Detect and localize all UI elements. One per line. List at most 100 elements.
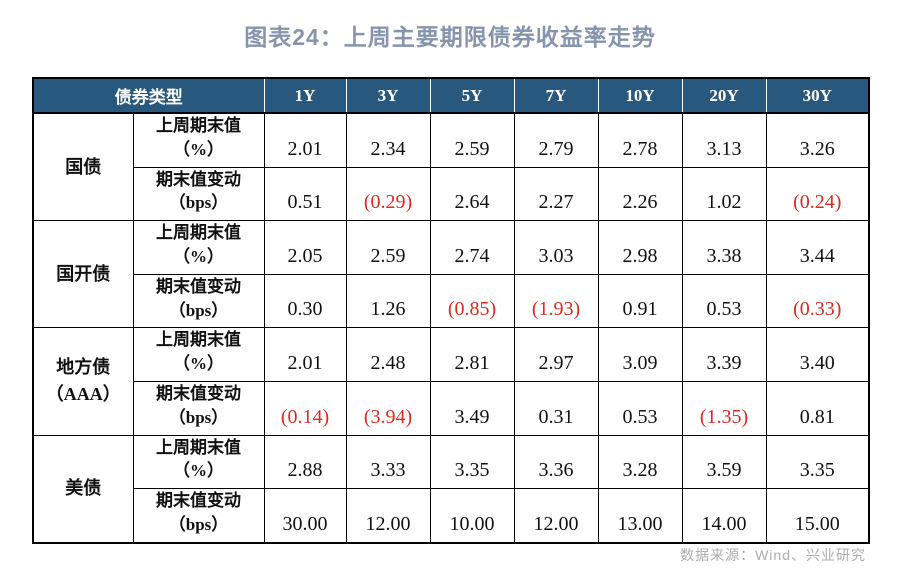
value-cell: 2.59 (345, 220, 431, 275)
column-header-3y: 3Y (345, 78, 431, 114)
value-cell: 2.59 (429, 112, 515, 168)
value-cell: (1.93) (513, 273, 599, 329)
table-row: 期末值变动 （bps） 30.00 12.00 10.00 12.00 13.0… (33, 488, 870, 544)
metric-label-text: 期末值变动 (156, 491, 241, 511)
value-cell: (0.33) (765, 273, 870, 329)
bond-yield-table: 债券类型 1Y 3Y 5Y 7Y 10Y 20Y 30Y 国债 上周期末值 （%… (32, 77, 870, 544)
metric-label-unit: （bps） (168, 407, 229, 427)
value-cell: 2.26 (597, 166, 683, 222)
table-row: 美债 上周期末值 （%） 2.88 3.33 3.35 3.36 3.28 3.… (32, 434, 870, 544)
metric-label-text: 上周期末值 (156, 116, 241, 135)
value-cell: 3.44 (765, 220, 870, 275)
value-cell: 3.26 (765, 112, 870, 168)
metric-label-unit: （%） (173, 461, 224, 481)
value-cell: 0.30 (263, 273, 347, 329)
value-cell: (3.94) (345, 380, 431, 436)
figure-title: 图表24：上周主要期限债券收益率走势 (244, 24, 656, 50)
value-cell: 14.00 (681, 488, 767, 544)
metric-label-text: 期末值变动 (156, 276, 241, 296)
value-cell: 2.34 (345, 112, 431, 168)
value-cell: 3.38 (681, 220, 767, 275)
value-cell: 12.00 (513, 488, 599, 544)
column-header-30y: 30Y (765, 78, 870, 114)
value-cell: 3.35 (765, 434, 870, 490)
value-cell: 0.81 (765, 380, 870, 436)
metric-label: 上周期末值 （%） (132, 112, 265, 168)
value-cell: (0.24) (765, 166, 870, 222)
metric-label: 上周期末值 （%） (132, 220, 265, 275)
value-cell: 2.01 (263, 112, 347, 168)
value-cell: 3.40 (765, 327, 870, 382)
value-cell: (1.35) (681, 380, 767, 436)
value-cell: 0.31 (513, 380, 599, 436)
value-cell: 0.51 (263, 166, 347, 222)
value-cell: 12.00 (345, 488, 431, 544)
value-cell: (0.85) (429, 273, 515, 329)
value-cell: 2.79 (513, 112, 599, 168)
value-cell: 2.01 (263, 327, 347, 382)
value-cell: 2.64 (429, 166, 515, 222)
table-row: 地方债 （AAA） 上周期末值 （%） 2.01 2.48 2.81 2.97 … (32, 327, 870, 436)
metric-label: 期末值变动 （bps） (132, 488, 265, 544)
value-cell: 2.88 (263, 434, 347, 490)
column-header-20y: 20Y (681, 78, 767, 114)
value-cell: 2.05 (263, 220, 347, 275)
value-cell: 3.49 (429, 380, 515, 436)
metric-label-unit: （bps） (168, 514, 229, 534)
table-row: 期末值变动 （bps） (0.14) (3.94) 3.49 0.31 0.53… (33, 380, 870, 436)
value-cell: 2.78 (597, 112, 683, 168)
header-row: 债券类型 1Y 3Y 5Y 7Y 10Y 20Y 30Y (32, 78, 870, 114)
value-cell: 3.39 (681, 327, 767, 382)
table-row: 国债 上周期末值 （%） 2.01 2.34 2.59 2.79 2.78 3.… (32, 112, 870, 222)
value-cell: 2.48 (345, 327, 431, 382)
metric-label: 期末值变动 （bps） (132, 380, 265, 436)
bond-type-name: 国开债 (56, 263, 111, 284)
metric-label-text: 期末值变动 (156, 169, 241, 189)
bond-type-cell: 地方债 （AAA） (32, 327, 134, 436)
metric-label-text: 上周期末值 (156, 437, 241, 457)
table-row: 期末值变动 （bps） 0.30 1.26 (0.85) (1.93) 0.91… (33, 273, 870, 329)
value-cell: (0.29) (345, 166, 431, 222)
metric-label: 上周期末值 （%） (132, 434, 265, 490)
metric-label: 期末值变动 （bps） (132, 273, 265, 329)
metric-label-text: 上周期末值 (156, 223, 241, 243)
metric-label: 上周期末值 （%） (132, 327, 265, 382)
column-header-10y: 10Y (597, 78, 683, 114)
bond-type-cell: 国开债 (32, 220, 134, 329)
value-cell: 0.91 (597, 273, 683, 329)
column-header-5y: 5Y (429, 78, 515, 114)
value-cell: 3.33 (345, 434, 431, 490)
data-source: 数据来源：Wind、兴业研究 (680, 547, 866, 563)
metric-label-unit: （bps） (168, 300, 229, 320)
metric-label-unit: （bps） (168, 193, 229, 213)
column-header-1y: 1Y (263, 78, 347, 114)
value-cell: 3.13 (681, 112, 767, 168)
table-row: 国开债 上周期末值 （%） 2.05 2.59 2.74 3.03 2.98 3… (32, 220, 870, 329)
value-cell: 2.97 (513, 327, 599, 382)
value-cell: 2.98 (597, 220, 683, 275)
table-row: 期末值变动 （bps） 0.51 (0.29) 2.64 2.27 2.26 1… (33, 166, 870, 222)
bond-type-name: 美债 (65, 478, 102, 499)
value-cell: 0.53 (597, 380, 683, 436)
bond-type-name: 国债 (65, 156, 102, 177)
metric-label-unit: （%） (173, 246, 224, 266)
metric-label: 期末值变动 （bps） (132, 166, 265, 222)
bond-type-name: 地方债 (56, 357, 111, 378)
bond-type-cell: 国债 (32, 112, 134, 222)
metric-label-unit: （%） (173, 139, 224, 159)
bond-type-name2: （AAA） (45, 384, 121, 405)
value-cell: 3.28 (597, 434, 683, 490)
value-cell: (0.14) (263, 380, 347, 436)
value-cell: 2.81 (429, 327, 515, 382)
column-header-bond-type: 债券类型 (32, 78, 265, 114)
value-cell: 1.26 (345, 273, 431, 329)
metric-label-text: 上周期末值 (156, 330, 241, 350)
value-cell: 2.74 (429, 220, 515, 275)
metric-label-unit: （%） (173, 354, 224, 374)
value-cell: 1.02 (681, 166, 767, 222)
bond-type-cell: 美债 (32, 434, 134, 544)
value-cell: 15.00 (765, 488, 870, 544)
value-cell: 0.53 (681, 273, 767, 329)
value-cell: 3.35 (429, 434, 515, 490)
value-cell: 3.36 (513, 434, 599, 490)
